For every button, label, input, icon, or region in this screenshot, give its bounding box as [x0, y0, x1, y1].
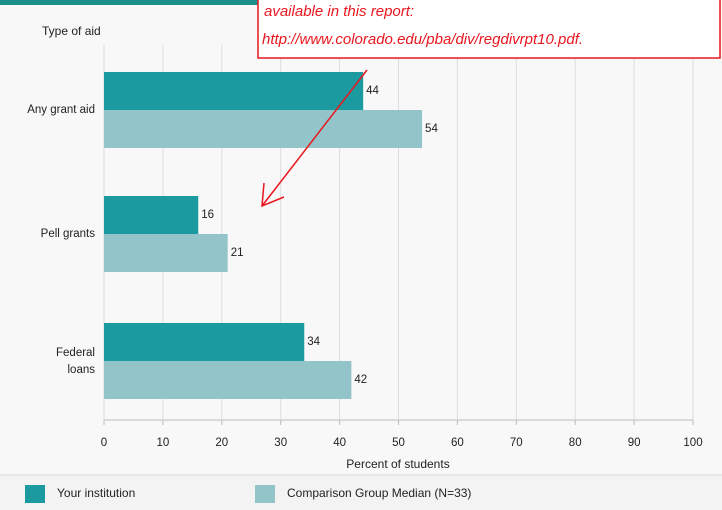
bar: [104, 234, 228, 272]
x-tick-label: 60: [451, 437, 464, 449]
data-label: 44: [366, 85, 379, 97]
bar: [104, 196, 199, 234]
x-tick-label: 10: [157, 437, 170, 449]
data-label: 34: [307, 336, 320, 348]
x-tick-label: 50: [392, 437, 405, 449]
x-tick-label: 90: [628, 437, 641, 449]
data-label: 16: [201, 209, 214, 221]
x-tick-label: 40: [333, 437, 346, 449]
data-label: 21: [231, 247, 244, 259]
legend-label: Comparison Group Median (N=33): [287, 486, 471, 500]
x-tick-label: 70: [510, 437, 523, 449]
annotation-line: http://www.colorado.edu/pba/div/regdivrp…: [262, 31, 583, 48]
y-tick-label: Pell grants: [41, 228, 96, 240]
legend-swatch: [255, 485, 275, 503]
x-tick-label: 30: [274, 437, 287, 449]
data-label: 54: [425, 123, 438, 135]
x-tick-label: 20: [215, 437, 228, 449]
x-axis-title: Percent of students: [346, 457, 449, 471]
y-axis-title: Type of aid: [42, 24, 101, 38]
y-tick-label: Any grant aid: [27, 104, 95, 116]
legend-swatch: [25, 485, 45, 503]
legend-label: Your institution: [57, 486, 135, 500]
annotation-line: available in this report:: [264, 3, 414, 20]
bar: [104, 110, 423, 148]
annotation-arrowhead: [261, 182, 285, 208]
bar: [104, 323, 305, 361]
x-tick-label: 80: [569, 437, 582, 449]
data-label: 42: [354, 374, 367, 386]
header-band: [0, 0, 270, 5]
y-tick-label: Federal loans: [56, 347, 95, 376]
bar: [104, 72, 364, 110]
bar: [104, 361, 352, 399]
x-tick-label: 0: [101, 437, 107, 449]
annotation-box: [257, 0, 721, 59]
annotation-arrow: [261, 69, 368, 207]
x-tick-label: 100: [683, 437, 702, 449]
